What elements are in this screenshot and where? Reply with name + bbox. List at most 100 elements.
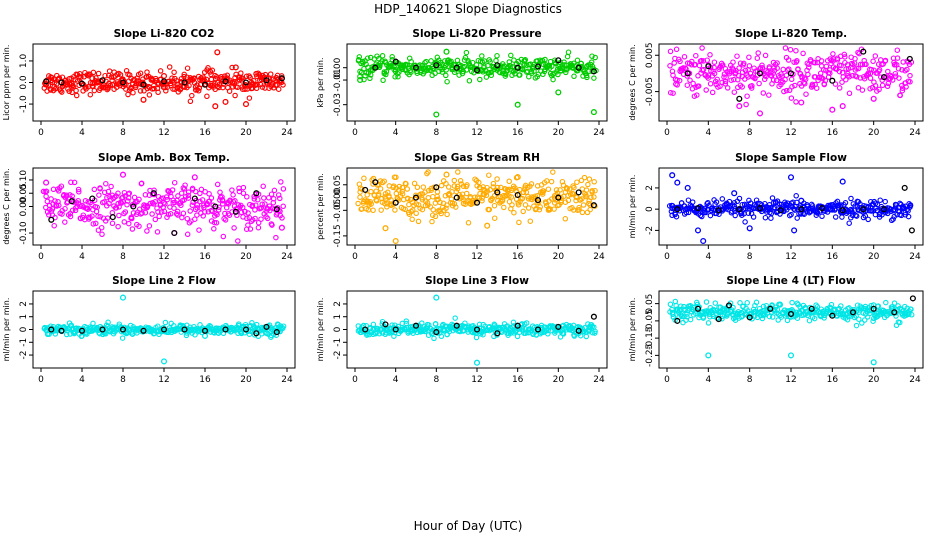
- sample-point: [277, 195, 283, 202]
- data-point: [222, 98, 229, 105]
- sample-point: [488, 69, 495, 75]
- sample-point: [211, 219, 218, 226]
- data-point: [870, 359, 877, 366]
- sample-point: [774, 65, 780, 71]
- sample-point: [430, 193, 436, 200]
- sample-point: [419, 206, 426, 213]
- sample-point: [246, 95, 253, 101]
- sample-point: [709, 89, 716, 96]
- sample-point: [739, 84, 745, 90]
- data-point: [207, 68, 214, 75]
- sample-point: [387, 63, 394, 70]
- sample-point: [121, 210, 127, 217]
- sample-point: [259, 84, 266, 90]
- sample-point: [152, 199, 158, 205]
- sample-point: [670, 311, 676, 318]
- data-point: [119, 77, 127, 84]
- sample-point: [71, 179, 78, 186]
- data-point: [443, 48, 450, 55]
- sample-point: [479, 53, 485, 59]
- x-tick-label: 12: [471, 128, 482, 138]
- sample-point: [667, 89, 674, 96]
- x-tick-label: 4: [79, 375, 85, 385]
- sample-point: [756, 305, 763, 312]
- data-point: [48, 326, 55, 333]
- y-tick-label: -0.03: [333, 93, 343, 116]
- sample-point: [164, 214, 170, 221]
- sample-point: [169, 187, 176, 193]
- data-point: [253, 330, 260, 337]
- sample-point: [591, 179, 597, 185]
- data-point: [212, 203, 219, 210]
- x-tick-label: 8: [120, 128, 126, 138]
- sample-point: [750, 214, 757, 220]
- y-tick-label: 0.005: [645, 42, 655, 68]
- sample-point: [121, 219, 128, 225]
- sample-point: [463, 67, 470, 73]
- sample-point: [476, 179, 482, 186]
- data-point: [798, 206, 805, 213]
- sample-point: [711, 59, 718, 65]
- sample-point: [479, 197, 485, 204]
- sample-point: [98, 224, 105, 231]
- sample-point: [673, 46, 680, 53]
- sample-point: [564, 53, 571, 60]
- data-point: [253, 190, 260, 197]
- data-point: [382, 321, 389, 328]
- sample-point: [137, 88, 144, 94]
- sample-point: [557, 187, 563, 193]
- sample-point: [493, 57, 499, 64]
- data-point: [715, 207, 722, 214]
- sample-point: [843, 76, 849, 83]
- data-point: [140, 327, 147, 334]
- sample-cloud: [666, 193, 914, 226]
- sample-point: [794, 58, 800, 64]
- x-tick-label: 0: [664, 252, 670, 262]
- sample-point: [740, 62, 746, 68]
- panel-y-axis-label: ml/min per min.: [628, 175, 637, 239]
- data-point: [849, 309, 857, 316]
- x-tick-label: 4: [79, 252, 85, 262]
- sample-point: [235, 238, 241, 244]
- sample-point: [770, 77, 777, 83]
- sample-point: [152, 216, 159, 223]
- x-tick-label: 12: [158, 375, 169, 385]
- data-point: [58, 79, 65, 86]
- sample-point: [253, 321, 260, 328]
- sample-point: [238, 70, 244, 76]
- sample-point: [805, 71, 811, 78]
- sample-point: [700, 315, 707, 321]
- data-point: [99, 77, 106, 84]
- sample-point: [226, 88, 233, 94]
- sample-point: [768, 210, 775, 217]
- sample-point: [762, 214, 769, 221]
- sample-point: [548, 178, 555, 185]
- x-tick-label: 12: [158, 128, 169, 138]
- x-tick-label: 24: [909, 252, 921, 262]
- data-point: [263, 323, 270, 330]
- sample-point: [251, 196, 258, 202]
- data-point: [555, 323, 562, 330]
- sample-point: [753, 299, 760, 306]
- sample-point: [66, 88, 72, 95]
- sample-point: [420, 184, 427, 190]
- sample-point: [239, 204, 246, 211]
- data-point: [232, 64, 239, 71]
- sample-point: [240, 76, 246, 82]
- data-point: [392, 237, 399, 245]
- data-point: [870, 95, 877, 102]
- sample-point: [494, 53, 500, 59]
- x-tick-label: 4: [705, 375, 711, 385]
- data-point: [590, 313, 597, 320]
- sample-point: [806, 64, 812, 71]
- data-point: [362, 186, 369, 193]
- data-point: [705, 352, 712, 359]
- sample-point: [437, 199, 443, 206]
- sample-point: [751, 65, 757, 71]
- sample-point: [753, 197, 760, 203]
- sample-point: [245, 210, 251, 216]
- sample-point: [592, 54, 598, 61]
- sample-point: [793, 47, 799, 54]
- panel-y-axis-label: Licor ppm per min.: [2, 45, 11, 121]
- sample-point: [95, 213, 101, 219]
